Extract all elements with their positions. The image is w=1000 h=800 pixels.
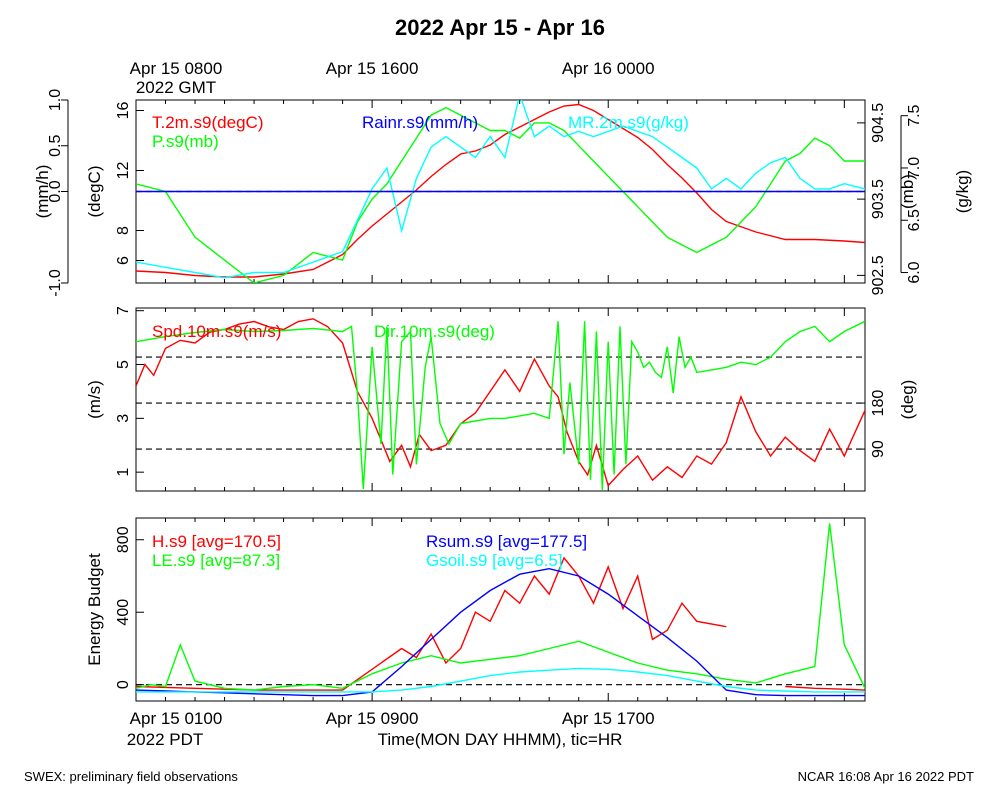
mmh-tick-label: -1.0 bbox=[47, 269, 64, 297]
gkg-axis-label: (g/kg) bbox=[953, 170, 972, 213]
gkg-tick-label: 7.0 bbox=[906, 157, 923, 179]
top-time-label: Apr 15 1600 bbox=[326, 59, 419, 78]
degc-tick-label: 12 bbox=[115, 162, 132, 180]
series-line bbox=[136, 667, 865, 693]
ms-tick-label: 1 bbox=[115, 468, 132, 477]
legend-dir: Dir.10m.s9(deg) bbox=[374, 322, 495, 341]
series-line bbox=[136, 567, 865, 697]
ms-tick-label: 3 bbox=[115, 414, 132, 423]
legend-rsum: Rsum.s9 [avg=177.5] bbox=[426, 532, 587, 551]
panel-frame bbox=[135, 517, 866, 702]
chart-title: 2022 Apr 15 - Apr 16 bbox=[395, 15, 605, 40]
bottom-time-label: Apr 15 0900 bbox=[326, 709, 419, 728]
degc-tick-label: 6 bbox=[115, 256, 132, 265]
mb-tick-label: 904.5 bbox=[870, 103, 887, 143]
legend-gsoil: Gsoil.s9 [avg=6.5] bbox=[426, 551, 563, 570]
ms-axis-label: (m/s) bbox=[85, 380, 104, 419]
legend-spd: Spd.10m.s9(m/s) bbox=[152, 322, 281, 341]
mmh-axis-label: (mm/h) bbox=[33, 165, 52, 219]
ms-tick-label: 5 bbox=[115, 360, 132, 369]
top-time-label: 2022 GMT bbox=[136, 78, 216, 97]
deg-axis-label: (deg) bbox=[898, 380, 917, 420]
mmh-tick-label: 0.0 bbox=[47, 180, 64, 202]
legend-le: LE.s9 [avg=87.3] bbox=[152, 551, 280, 570]
legend-h: H.s9 [avg=170.5] bbox=[152, 532, 281, 551]
series-line bbox=[136, 103, 865, 278]
energy-tick-label: 800 bbox=[115, 526, 132, 553]
energy-axis-label: Energy Budget bbox=[85, 553, 104, 666]
energy-tick-label: 0 bbox=[115, 680, 132, 689]
series-line bbox=[136, 556, 865, 691]
mmh-tick-label: 0.5 bbox=[47, 135, 64, 157]
footer-left: SWEX: preliminary field observations bbox=[24, 769, 238, 784]
legend-p: P.s9(mb) bbox=[152, 132, 219, 151]
mmh-tick-label: 1.0 bbox=[47, 89, 64, 111]
legend-rainr: Rainr.s9(mm/h) bbox=[362, 113, 478, 132]
series-line bbox=[136, 318, 865, 487]
deg-tick-label: 90 bbox=[870, 440, 887, 458]
mb-tick-label: 903.5 bbox=[870, 179, 887, 219]
gkg-tick-label: 6.5 bbox=[906, 209, 923, 231]
legend-t: T.2m.s9(degC) bbox=[152, 113, 263, 132]
series-line bbox=[136, 106, 865, 283]
x-axis-label: Time(MON DAY HHMM), tic=HR bbox=[378, 730, 623, 749]
energy-tick-label: 400 bbox=[115, 599, 132, 626]
bottom-time-label: Apr 15 1700 bbox=[562, 709, 655, 728]
top-time-label: Apr 16 0000 bbox=[562, 59, 655, 78]
ms-tick-label: 7 bbox=[115, 306, 132, 315]
top-time-label: Apr 15 0800 bbox=[130, 59, 223, 78]
gkg-tick-label: 6.0 bbox=[906, 261, 923, 283]
footer-right: NCAR 16:08 Apr 16 2022 PDT bbox=[798, 769, 974, 784]
legend-mr: MR.2m.s9(g/kg) bbox=[568, 113, 689, 132]
degc-tick-label: 16 bbox=[115, 102, 132, 120]
degc-axis-label: (degC) bbox=[85, 166, 104, 218]
panel-frame bbox=[135, 307, 866, 492]
gkg-tick-label: 7.5 bbox=[906, 104, 923, 126]
bottom-time-label: Apr 15 0100 bbox=[130, 709, 223, 728]
degc-tick-label: 8 bbox=[115, 226, 132, 235]
deg-tick-label: 180 bbox=[870, 390, 887, 417]
series-line bbox=[136, 100, 865, 279]
mb-axis-label: (mb) bbox=[898, 174, 917, 209]
mb-tick-label: 902.5 bbox=[870, 255, 887, 295]
series-line bbox=[136, 320, 865, 491]
series-line bbox=[136, 523, 865, 691]
bottom-time-label: 2022 PDT bbox=[127, 730, 204, 749]
